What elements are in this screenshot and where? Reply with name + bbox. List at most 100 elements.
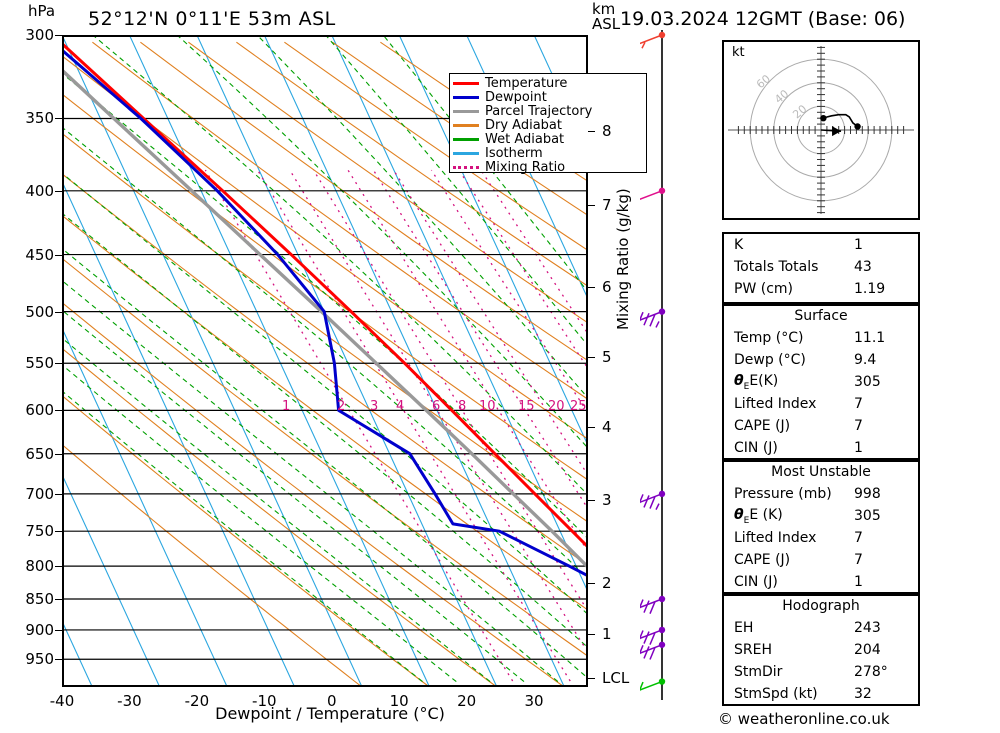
table-heading: Hodograph	[782, 598, 860, 614]
lcl-tick	[588, 678, 595, 679]
temperature-tick-label: -30	[117, 692, 142, 710]
pressure-tick	[55, 629, 62, 631]
table-row: θEE (K) 305	[724, 505, 918, 527]
indices-table: K 1 Totals Totals 43 PW (cm) 1.19	[722, 232, 920, 304]
height-unit-line1: km	[592, 0, 616, 18]
legend-label: Dewpoint	[485, 89, 547, 105]
row-value: 278°	[854, 664, 888, 680]
row-key: Dewp (°C)	[734, 352, 806, 368]
pressure-tick	[55, 659, 62, 661]
surface-table: Surface Temp (°C) 11.1 Dewp (°C) 9.4 θEE(K) 30…	[722, 304, 920, 460]
hodograph[interactable]: kt 20 40 60	[722, 40, 920, 220]
row-value: 243	[854, 620, 881, 636]
height-unit-label: km ASL	[592, 2, 620, 32]
pressure-tick-label: 550	[25, 354, 54, 373]
legend-label: Mixing Ratio	[485, 159, 566, 175]
temperature-tick-label: -40	[49, 692, 75, 710]
row-key: Temp (°C)	[734, 330, 804, 346]
row-value: 305	[854, 508, 881, 524]
pressure-unit-label: hPa	[28, 2, 56, 20]
pressure-tick	[55, 598, 62, 600]
legend-swatch	[453, 109, 479, 113]
height-tick	[588, 205, 595, 206]
height-tick-label: 5	[602, 348, 612, 366]
legend-item: Temperature	[453, 76, 643, 90]
legend-swatch	[453, 151, 479, 155]
height-tick	[588, 500, 595, 501]
mixing-ratio-label: 2	[337, 399, 346, 414]
legend: Temperature Dewpoint Parcel Trajectory Dry …	[449, 73, 647, 175]
hodograph-unit-label: kt	[732, 45, 745, 60]
height-tick	[588, 357, 595, 358]
mixing-ratio-label: 10	[479, 399, 496, 414]
table-row: Lifted Index 7	[724, 527, 918, 549]
row-key: CAPE (J)	[734, 552, 791, 568]
row-key: PW (cm)	[734, 281, 793, 297]
table-row: EH 243	[724, 617, 918, 639]
pressure-tick-label: 300	[25, 26, 54, 44]
mixing-ratio-label: 8	[458, 399, 467, 414]
row-key: EH	[734, 620, 754, 636]
lcl-label: LCL	[602, 669, 630, 687]
row-value: 7	[854, 552, 863, 568]
pressure-tick-label: 650	[25, 444, 54, 463]
row-value: 998	[854, 486, 881, 502]
row-key: StmDir	[734, 664, 783, 680]
row-value: 1	[854, 574, 863, 590]
legend-swatch	[453, 123, 479, 127]
wind-barb	[640, 595, 666, 614]
row-key: StmSpd (kt)	[734, 686, 818, 702]
row-key: CAPE (J)	[734, 418, 791, 434]
skewt-chart[interactable]: Temperature Dewpoint Parcel Trajectory Dry …	[62, 35, 647, 687]
pressure-tick	[55, 410, 62, 412]
mixing-ratio-axis-title: Mixing Ratio (g/kg)	[614, 188, 632, 330]
skewt-frame	[62, 35, 588, 687]
legend-swatch	[453, 165, 479, 169]
mixing-ratio-label: 6	[432, 399, 441, 414]
row-value: 204	[854, 642, 881, 658]
run-title: 19.03.2024 12GMT (Base: 06)	[620, 8, 906, 30]
row-key: CIN (J)	[734, 440, 778, 456]
pressure-tick	[55, 311, 62, 313]
row-key: θEE (K)	[734, 506, 783, 526]
height-tick	[588, 634, 595, 635]
height-tick-label: 7	[602, 196, 612, 214]
table-row: Totals Totals 43	[724, 256, 918, 278]
table-row: SREH 204	[724, 639, 918, 661]
table-row: StmSpd (kt) 32	[724, 683, 918, 705]
row-key: K	[734, 237, 744, 253]
row-key: Totals Totals	[734, 259, 819, 275]
pressure-tick	[55, 254, 62, 256]
wind-barb	[640, 641, 666, 660]
pressure-tick-label: 800	[25, 557, 54, 576]
legend-item: Isotherm	[453, 146, 643, 160]
row-key: SREH	[734, 642, 772, 658]
row-key: θEE(K)	[734, 372, 779, 392]
legend-item: Dry Adiabat	[453, 118, 643, 132]
legend-swatch	[453, 81, 479, 85]
legend-label: Temperature	[485, 75, 568, 91]
temperature-tick-label: 0	[326, 692, 337, 710]
wind-barb	[640, 308, 666, 328]
row-key: CIN (J)	[734, 574, 778, 590]
mixing-ratio-label: 1	[282, 399, 291, 414]
wind-barb	[640, 31, 666, 49]
row-value: 9.4	[854, 352, 877, 368]
row-value: 32	[854, 686, 872, 702]
height-tick	[588, 583, 595, 584]
height-tick	[588, 131, 595, 132]
legend-item: Dewpoint	[453, 90, 643, 104]
temperature-tick-label: 30	[524, 692, 544, 710]
table-row: Temp (°C) 11.1	[724, 327, 918, 349]
pressure-tick	[55, 453, 62, 455]
height-tick-label: 3	[602, 491, 612, 509]
row-key: Pressure (mb)	[734, 486, 832, 502]
table-heading: Surface	[794, 308, 848, 324]
height-tick-label: 6	[602, 278, 612, 296]
table-row: CAPE (J) 7	[724, 415, 918, 437]
pressure-tick-label: 350	[25, 109, 54, 128]
legend-swatch	[453, 95, 479, 99]
wind-barb-column	[640, 30, 666, 700]
row-value: 305	[854, 374, 881, 390]
